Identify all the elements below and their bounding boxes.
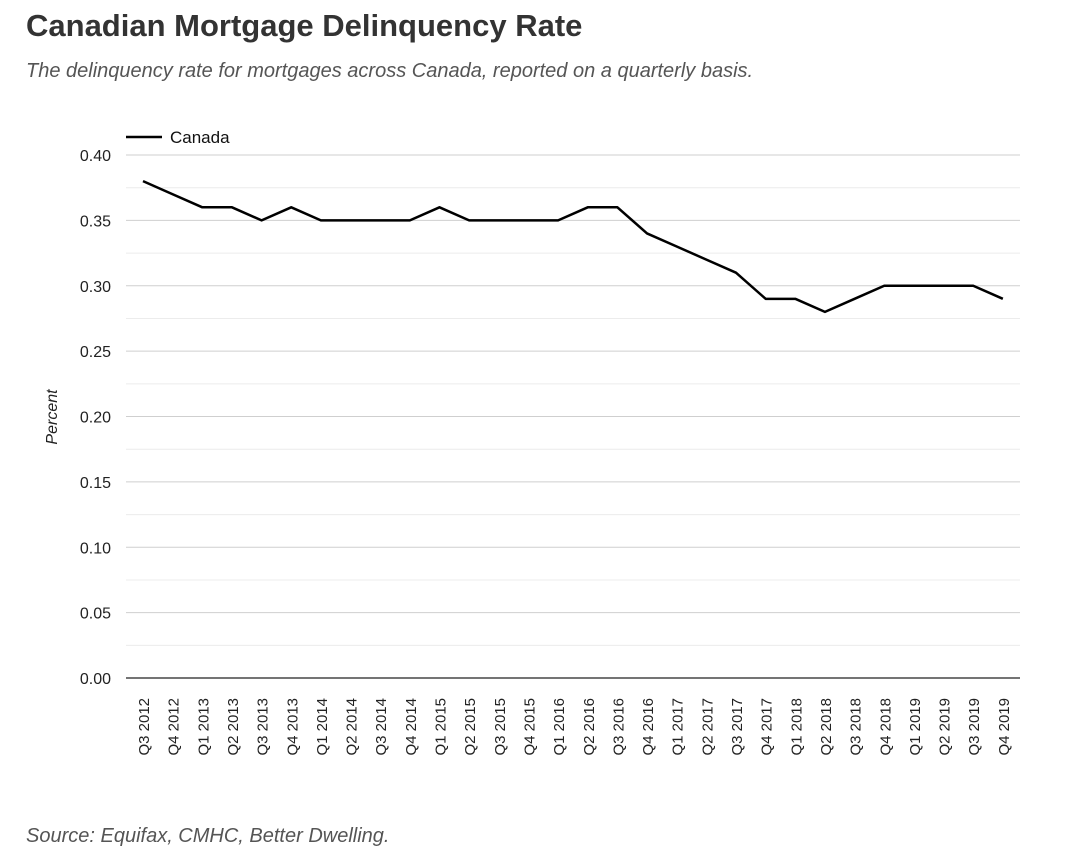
x-tick-label: Q1 2019 <box>907 698 924 756</box>
y-tick-label: 0.25 <box>80 344 111 361</box>
x-tick-label: Q2 2019 <box>937 698 954 756</box>
series-line-canada <box>142 180 1004 314</box>
x-tick-label: Q3 2017 <box>729 698 746 756</box>
x-tick-label: Q1 2016 <box>551 698 568 756</box>
y-tick-label: 0.15 <box>80 475 111 492</box>
x-tick-label: Q4 2013 <box>284 698 301 756</box>
y-tick-labels: 0.00 0.05 0.10 0.15 0.20 0.25 0.30 0.35 0.40 <box>80 148 111 688</box>
source-note: Source: Equifax, CMHC, Better Dwelling. <box>26 825 390 847</box>
chart-subtitle: The delinquency rate for mortgages acros… <box>26 60 754 82</box>
x-tick-label: Q4 2017 <box>759 698 776 756</box>
x-tick-label: Q3 2019 <box>966 698 983 756</box>
x-tick-label: Q4 2012 <box>166 698 183 756</box>
x-tick-label: Q3 2016 <box>610 698 627 756</box>
legend: Canada <box>126 128 230 147</box>
x-tick-label: Q2 2016 <box>581 698 598 756</box>
x-tick-label: Q2 2018 <box>818 698 835 756</box>
y-tick-label: 0.00 <box>80 671 111 688</box>
x-tick-label: Q3 2014 <box>373 698 390 756</box>
y-tick-label: 0.10 <box>80 540 111 557</box>
x-tick-label: Q2 2015 <box>462 698 479 756</box>
x-tick-label: Q3 2015 <box>492 698 509 756</box>
series-lines <box>142 180 1004 314</box>
x-tick-label: Q1 2013 <box>195 698 212 756</box>
legend-label-canada: Canada <box>170 128 230 147</box>
x-tick-label: Q1 2014 <box>314 698 331 756</box>
x-tick-label: Q3 2013 <box>255 698 272 756</box>
x-tick-label: Q3 2012 <box>136 698 153 756</box>
x-tick-label: Q4 2018 <box>877 698 894 756</box>
y-tick-label: 0.35 <box>80 213 111 230</box>
y-tick-label: 0.40 <box>80 148 111 165</box>
x-tick-label: Q4 2019 <box>996 698 1013 756</box>
gridlines <box>126 154 1020 646</box>
x-tick-label: Q1 2017 <box>670 698 687 756</box>
y-axis-label: Percent <box>44 389 61 445</box>
x-tick-label: Q2 2013 <box>225 698 242 756</box>
x-tick-label: Q4 2015 <box>521 698 538 756</box>
y-tick-label: 0.20 <box>80 410 111 427</box>
chart-title: Canadian Mortgage Delinquency Rate <box>26 8 583 43</box>
x-tick-labels: Q3 2012 Q4 2012 Q1 2013 Q2 2013 Q3 2013 Q4 20… <box>136 698 1013 756</box>
y-tick-label: 0.05 <box>80 606 111 623</box>
x-tick-label: Q2 2017 <box>699 698 716 756</box>
x-tick-label: Q2 2014 <box>344 698 361 756</box>
x-tick-label: Q1 2015 <box>433 698 450 756</box>
x-tick-label: Q4 2016 <box>640 698 657 756</box>
x-tick-label: Q1 2018 <box>788 698 805 756</box>
x-tick-label: Q4 2014 <box>403 698 420 756</box>
x-tick-label: Q3 2018 <box>848 698 865 756</box>
y-tick-label: 0.30 <box>80 279 111 296</box>
